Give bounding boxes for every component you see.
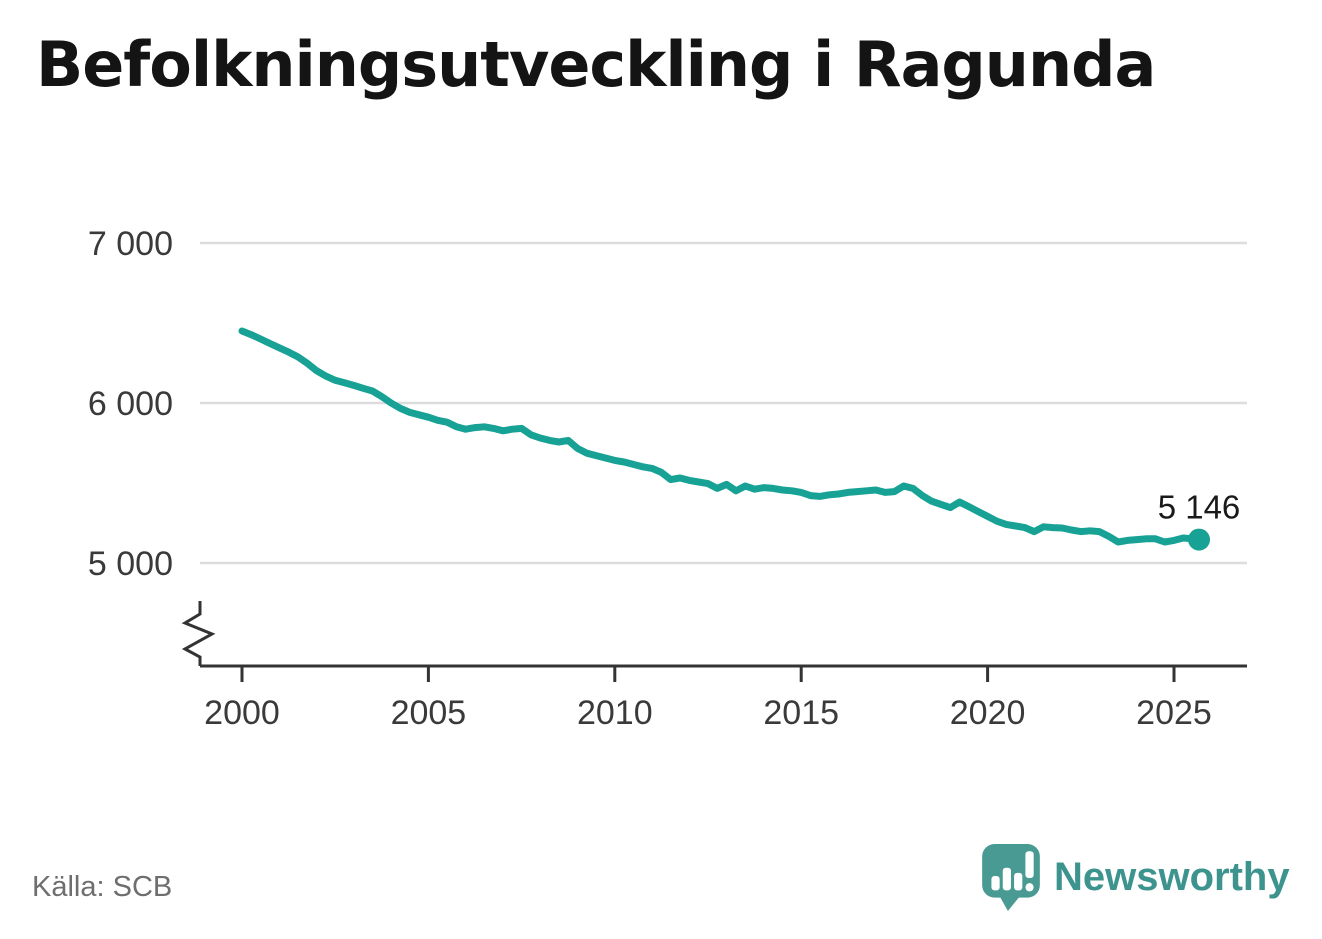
x-axis-tick-label: 2005 <box>391 694 467 732</box>
end-point-marker <box>1188 528 1210 551</box>
y-axis-tick-label: 6 000 <box>88 385 173 423</box>
axis-break-icon <box>181 601 216 666</box>
page-title: Befolkningsutveckling i Ragunda <box>36 28 1156 101</box>
y-axis-tick-label: 7 000 <box>88 225 173 263</box>
x-axis-tick-label: 2015 <box>763 694 839 732</box>
source-note: Källa: SCB <box>32 871 173 903</box>
newsworthy-logo: Newsworthy <box>980 843 1290 911</box>
population-line <box>238 327 1203 546</box>
x-axis-tick-label: 2020 <box>950 694 1026 732</box>
brand-name: Newsworthy <box>1054 854 1290 899</box>
end-value-label: 5 146 <box>1158 489 1241 526</box>
logo-bars <box>991 851 1034 892</box>
x-axis-tick-label: 2000 <box>204 694 280 732</box>
y-axis-tick-label: 5 000 <box>88 545 173 583</box>
x-axis-tick-label: 2010 <box>577 694 653 732</box>
newsworthy-bubble-chart-icon <box>982 844 1040 911</box>
x-axis-tick-label: 2025 <box>1136 694 1212 732</box>
